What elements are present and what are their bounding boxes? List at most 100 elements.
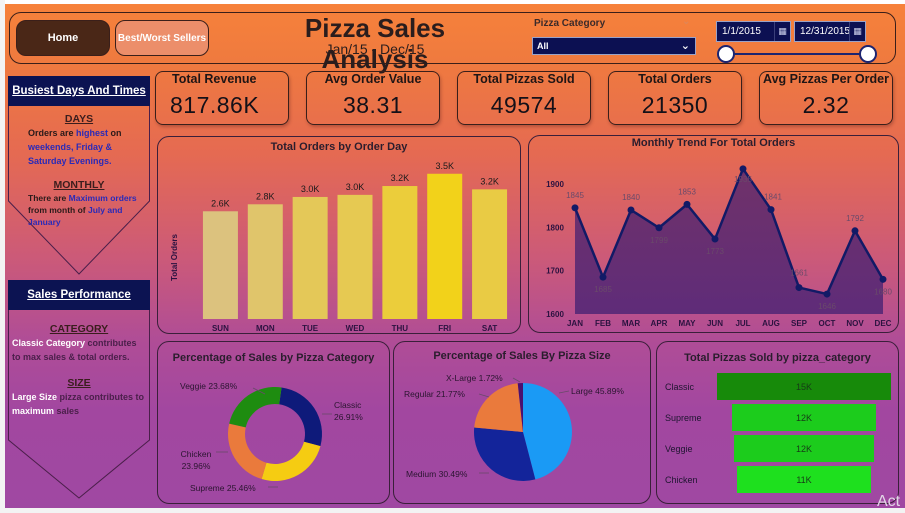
kpi-total-orders: Total Orders 21350: [608, 71, 742, 125]
monthly-trend-chart[interactable]: Monthly Trend For Total Orders 1600 1700 1…: [528, 135, 899, 333]
page-subtitle: Jan/15 - Dec/15: [325, 41, 425, 57]
funnel-category-label: Chicken: [665, 475, 698, 485]
calendar-icon[interactable]: ▦: [849, 22, 865, 41]
category-description: Classic Category contributes to max sale…: [12, 336, 146, 364]
kpi-value: 38.31: [342, 92, 404, 118]
kpi-label: Avg Order Value: [324, 72, 422, 86]
text-segment: Large Size: [12, 392, 58, 402]
sales-by-category-plot: Classic 26.91% Supreme 25.46% Chicken 23.96%…: [180, 381, 363, 493]
data-label: 1840: [622, 193, 640, 202]
slice-label: Medium 30.49%: [406, 469, 468, 479]
x-tick-label: FEB: [595, 319, 611, 328]
x-tick-label: MAR: [622, 319, 640, 328]
x-tick-label: MON: [256, 324, 275, 333]
y-tick-label: 1900: [546, 180, 564, 189]
sales-by-size-plot: Large 45.89% Medium 30.49% Regular 21.77% X…: [404, 373, 624, 481]
data-label: 1841: [764, 193, 782, 202]
date-to-input[interactable]: 12/31/2015 ▦: [794, 21, 866, 42]
kpi-value: 2.32: [802, 92, 850, 118]
category-slicer-label: Pizza Category: [534, 18, 606, 29]
kpi-value: 21350: [641, 92, 709, 118]
bar-tue: [292, 196, 328, 319]
pizzas-by-category-chart[interactable]: Total Pizzas Sold by pizza_category Clas…: [656, 341, 899, 504]
bottom-strip: [0, 508, 905, 513]
orders-by-day-plot: Total Orders 2.6K SUN 2.8K MON 3.0K TUE 3.0K WED…: [170, 161, 508, 333]
x-tick-label: SAT: [482, 324, 498, 333]
x-tick-label: NOV: [846, 319, 864, 328]
slice-label: Large 45.89%: [571, 386, 624, 396]
data-point: [711, 235, 719, 243]
data-label: 1773: [706, 247, 724, 256]
chart-title: Percentage of Sales By Pizza Size: [433, 350, 611, 362]
home-button[interactable]: Home: [16, 20, 110, 56]
y-tick-label: 1600: [546, 310, 564, 319]
chevron-down-icon: ⌄: [680, 40, 690, 52]
sales-by-category-chart[interactable]: Percentage of Sales by Pizza Category Cl…: [157, 341, 390, 504]
date-range-slider-end-handle[interactable]: [859, 45, 877, 63]
bar-fri: [427, 173, 463, 319]
text-segment: Maximum orders: [68, 193, 137, 203]
data-label: 1661: [790, 269, 808, 278]
kpi-label: Total Revenue: [172, 72, 257, 86]
date-range-slider-track[interactable]: [726, 53, 868, 55]
slice-regular: [474, 383, 523, 432]
data-label: 3.0K: [346, 182, 365, 192]
text-segment: on: [108, 128, 122, 138]
leader-line: [558, 390, 570, 394]
kpi-value: 817.86K: [170, 92, 260, 118]
kpi-avg-pizzas-per-order: Avg Pizzas Per Order 2.32: [759, 71, 893, 125]
data-point: [571, 204, 579, 212]
data-point: [767, 206, 775, 214]
slice-label: Classic: [334, 400, 362, 410]
kpi-total-pizzas-sold: Total Pizzas Sold 49574: [457, 71, 591, 125]
bar-thu: [382, 186, 418, 319]
calendar-icon[interactable]: ▦: [774, 22, 790, 41]
date-from-input[interactable]: 1/1/2015 ▦: [716, 21, 791, 42]
busiest-days-panel: Busiest Days And Times DAYS Orders are h…: [8, 76, 150, 276]
data-point: [683, 200, 691, 208]
data-label: 1935: [734, 175, 752, 184]
kpi-label: Total Orders: [638, 72, 712, 86]
busiest-days-heading: Busiest Days And Times: [8, 76, 150, 106]
top-strip: [0, 0, 905, 4]
kpi-label: Avg Pizzas Per Order: [763, 72, 889, 86]
arrow-shape: [8, 310, 150, 499]
category-dropdown[interactable]: All ⌄: [532, 37, 696, 55]
chart-title: Monthly Trend For Total Orders: [631, 137, 796, 149]
bar-mon: [247, 204, 283, 319]
sales-by-size-chart[interactable]: Percentage of Sales By Pizza Size Large …: [393, 341, 651, 504]
chart-title: Total Orders by Order Day: [270, 141, 408, 153]
y-tick-label: 1700: [546, 267, 564, 276]
sales-performance-panel: Sales Performance CATEGORY Classic Categ…: [8, 280, 150, 500]
funnel-category-label: Veggie: [665, 444, 693, 454]
slice-veggie: [229, 387, 282, 428]
x-tick-label: FRI: [438, 324, 451, 333]
funnel-bar-classic: 15K: [717, 373, 891, 400]
text-segment: sales: [54, 406, 80, 416]
x-tick-label: APR: [651, 319, 668, 328]
arrow-shape: [8, 106, 150, 275]
bar-wed: [337, 194, 373, 319]
x-tick-label: MAY: [678, 319, 696, 328]
slice-medium: [474, 427, 536, 481]
date-range-slider-start-handle[interactable]: [717, 45, 735, 63]
data-label: 2.8K: [256, 191, 275, 201]
x-tick-label: AUG: [762, 319, 780, 328]
text-segment: highest: [76, 128, 109, 138]
orders-by-day-chart[interactable]: Total Orders by Order Day Total Orders 2.…: [157, 136, 521, 334]
date-to-value: 12/31/2015: [800, 26, 851, 37]
data-label: 1845: [566, 191, 584, 200]
data-point: [851, 227, 859, 235]
slice-x-large: [517, 383, 523, 432]
funnel-bar-chicken: 11K: [737, 466, 871, 493]
x-tick-label: SEP: [791, 319, 808, 328]
x-tick-label: OCT: [819, 319, 836, 328]
x-tick-label: WED: [346, 324, 365, 333]
funnel-bar-veggie: 12K: [734, 435, 874, 462]
data-label: 3.0K: [301, 184, 320, 194]
best-worst-sellers-button[interactable]: Best/Worst Sellers: [115, 20, 209, 56]
days-description: Orders are highest on weekends, Friday &…: [12, 126, 146, 168]
slicer-collapse-chevron-icon[interactable]: ⌄: [682, 16, 691, 27]
days-section-title: DAYS: [64, 113, 94, 125]
